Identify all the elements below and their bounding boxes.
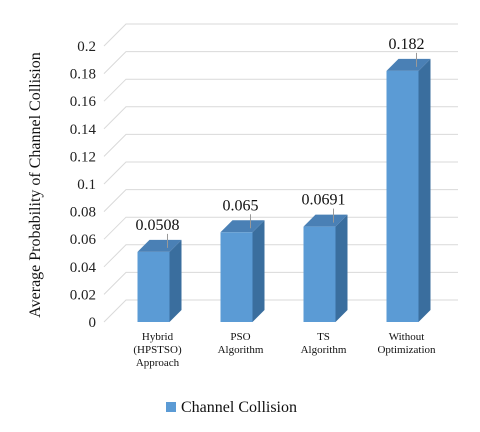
- x-axis-categories: Hybrid (HPSTSO) Approach PSO Algorithm TS Algo…: [133, 331, 436, 369]
- y-tick-label: 0.04: [70, 260, 97, 276]
- y-tick-label: 0.16: [70, 94, 97, 110]
- y-tick-label: 0.06: [70, 232, 97, 248]
- y-tick-label: 0.18: [70, 67, 96, 83]
- bar-top: [303, 214, 348, 227]
- bar: [137, 251, 170, 322]
- y-tick-label: 0.12: [70, 149, 96, 165]
- x-category-label: Hybrid (HPSTSO) Approach: [133, 331, 182, 369]
- legend: Channel Collision: [166, 399, 297, 416]
- bar-side: [418, 58, 431, 323]
- gridline: [103, 106, 458, 130]
- gridline: [103, 51, 458, 74]
- y-tick-label: 0.02: [70, 287, 96, 303]
- bar-top: [137, 239, 182, 252]
- bar-side: [335, 214, 348, 322]
- gridline: [103, 78, 458, 102]
- y-tick-label: 0.08: [70, 205, 96, 221]
- bars: [137, 58, 431, 323]
- gridline: [103, 23, 458, 47]
- bar: [303, 226, 336, 322]
- bar: [220, 232, 253, 322]
- gridline: [103, 133, 458, 157]
- y-tick-label: 0.1: [77, 177, 96, 193]
- bar-top: [220, 220, 265, 233]
- bar: [386, 70, 419, 322]
- data-label: 0.0691: [302, 192, 346, 209]
- y-tick-label: 0: [89, 315, 97, 331]
- gridline: [103, 161, 458, 185]
- data-label: 0.065: [223, 197, 259, 214]
- x-category-label: PSO Algorithm: [218, 331, 264, 356]
- y-axis-label: Average Probability of Channel Collision: [27, 52, 44, 317]
- x-category-label: TS Algorithm: [301, 331, 347, 356]
- gridline: [103, 189, 458, 212]
- y-tick-label: 0.14: [70, 122, 97, 138]
- data-label: 0.182: [389, 36, 425, 53]
- y-axis-ticks: 0 0.02 0.04 0.06 0.08 0.1 0.12 0.14 0.16 0.18 0.2: [70, 39, 97, 331]
- y-tick-label: 0.2: [77, 39, 96, 55]
- bar-side: [169, 239, 182, 322]
- chart-grid: [103, 23, 458, 323]
- x-category-label: Without Optimization: [377, 331, 436, 356]
- data-label: 0.0508: [136, 217, 180, 234]
- legend-label-channel-collision: Channel Collision: [181, 399, 297, 416]
- bar-top: [386, 58, 431, 71]
- legend-swatch: [166, 402, 176, 412]
- data-labels: 0.0508 0.065 0.0691 0.182: [136, 36, 425, 248]
- bar-side: [252, 220, 265, 322]
